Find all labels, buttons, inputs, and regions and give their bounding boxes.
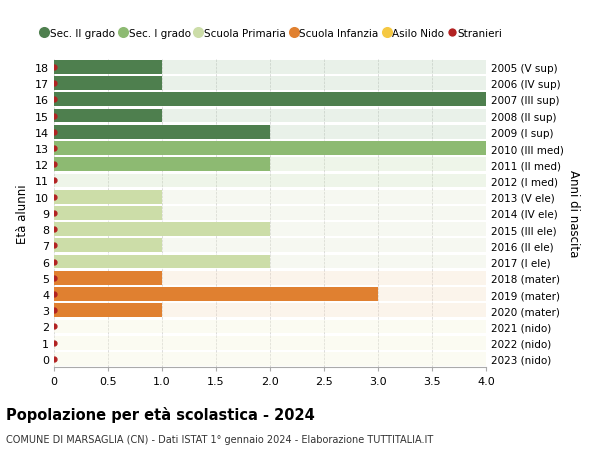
Bar	[54, 336, 486, 350]
Bar	[54, 304, 162, 318]
Bar	[54, 158, 270, 172]
Bar	[54, 61, 486, 75]
Bar	[54, 271, 162, 285]
Bar	[54, 304, 486, 318]
Bar	[54, 126, 486, 140]
Bar	[54, 190, 162, 204]
Bar	[54, 174, 486, 188]
Bar	[54, 142, 486, 156]
Text: Popolazione per età scolastica - 2024: Popolazione per età scolastica - 2024	[6, 406, 315, 422]
Bar	[54, 207, 486, 220]
Text: COMUNE DI MARSAGLIA (CN) - Dati ISTAT 1° gennaio 2024 - Elaborazione TUTTITALIA.: COMUNE DI MARSAGLIA (CN) - Dati ISTAT 1°…	[6, 434, 433, 444]
Bar	[54, 126, 270, 140]
Bar	[54, 239, 162, 253]
Bar	[54, 207, 162, 220]
Y-axis label: Età alunni: Età alunni	[16, 184, 29, 243]
Bar	[54, 320, 486, 334]
Bar	[54, 158, 486, 172]
Bar	[54, 271, 486, 285]
Bar	[54, 77, 162, 91]
Bar	[54, 287, 378, 301]
Bar	[54, 109, 486, 123]
Bar	[54, 61, 162, 75]
Bar	[54, 223, 270, 236]
Bar	[54, 93, 486, 107]
Bar	[54, 239, 486, 253]
Bar	[54, 142, 486, 156]
Bar	[54, 77, 486, 91]
Bar	[54, 93, 486, 107]
Bar	[54, 255, 270, 269]
Legend: Sec. II grado, Sec. I grado, Scuola Primaria, Scuola Infanzia, Asilo Nido, Stran: Sec. II grado, Sec. I grado, Scuola Prim…	[38, 25, 507, 43]
Bar	[54, 109, 162, 123]
Bar	[54, 352, 486, 366]
Bar	[54, 190, 486, 204]
Bar	[54, 255, 486, 269]
Bar	[54, 287, 486, 301]
Bar	[54, 223, 486, 236]
Y-axis label: Anni di nascita: Anni di nascita	[568, 170, 580, 257]
